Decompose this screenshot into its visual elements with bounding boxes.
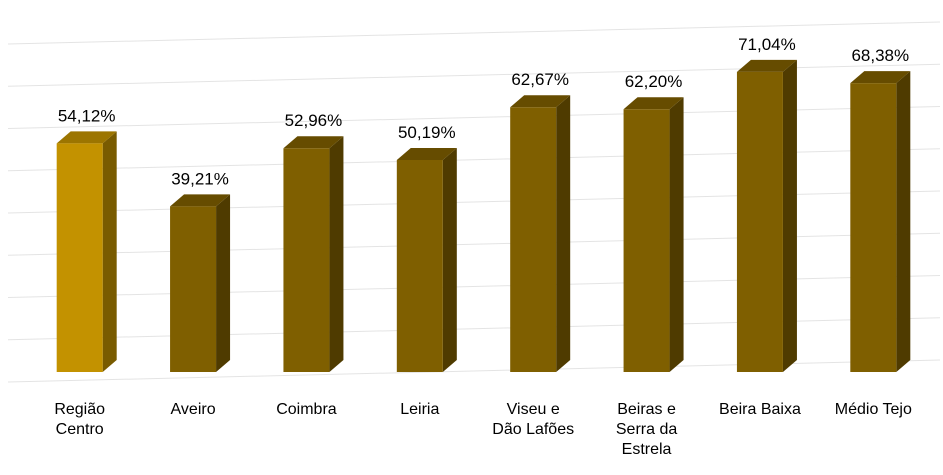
bar-front [170, 206, 217, 372]
grid-line [7, 275, 941, 298]
bar-side [442, 147, 457, 372]
data-label: 50,19% [398, 123, 456, 142]
data-label: 54,12% [58, 106, 116, 125]
data-label: 62,20% [625, 72, 683, 91]
bar [623, 97, 684, 372]
grid-line [7, 190, 941, 214]
bar [396, 147, 457, 372]
bar-top [736, 59, 797, 72]
x-tick-label: Aveiro [170, 401, 216, 418]
data-label: 39,21% [171, 169, 229, 188]
bar [850, 71, 911, 373]
bar-side [216, 194, 231, 372]
grid-line [7, 317, 941, 341]
bar-top [283, 136, 344, 149]
bar [736, 59, 797, 373]
bar-front [510, 107, 557, 373]
grid-line [7, 148, 941, 172]
x-tick-label: Coimbra [276, 401, 337, 418]
bar-side [556, 95, 571, 373]
x-tick-label: Médio Tejo [834, 401, 912, 418]
bar-top [510, 95, 571, 108]
bar-side [329, 136, 344, 372]
bar-front [396, 159, 443, 372]
bar-side [782, 59, 797, 373]
bar-top [56, 131, 117, 144]
grid-line [7, 63, 941, 87]
grid-line [7, 21, 941, 45]
data-label: 52,96% [285, 111, 343, 130]
x-tick-label: Leiria [400, 401, 440, 418]
grid-line [7, 232, 941, 256]
bar-side [896, 71, 911, 373]
bar-front [623, 109, 670, 372]
bar [510, 95, 571, 373]
bar-front [850, 83, 897, 373]
grid-line [7, 106, 941, 129]
data-label: 62,67% [511, 70, 569, 89]
bar-front [283, 148, 330, 372]
grid-line [7, 359, 941, 383]
data-label: 71,04% [738, 35, 796, 54]
x-tick-label: Região Centro [54, 401, 106, 438]
x-tick-label: Viseu e Dão Lafões [492, 401, 575, 438]
bar-front [56, 143, 103, 372]
bar-top [396, 147, 457, 160]
bar-side [669, 97, 684, 372]
data-label: 68,38% [851, 46, 909, 65]
bar-top [850, 71, 911, 84]
bar-top [623, 97, 684, 110]
bar-top [170, 194, 231, 207]
x-tick-label: Beiras e Serra da Estrela [615, 401, 678, 458]
bar [56, 131, 117, 372]
bar [283, 136, 344, 372]
bar-front [736, 71, 783, 372]
bar-side [102, 131, 117, 372]
bar [170, 194, 231, 372]
x-tick-label: Beira Baixa [719, 401, 801, 418]
